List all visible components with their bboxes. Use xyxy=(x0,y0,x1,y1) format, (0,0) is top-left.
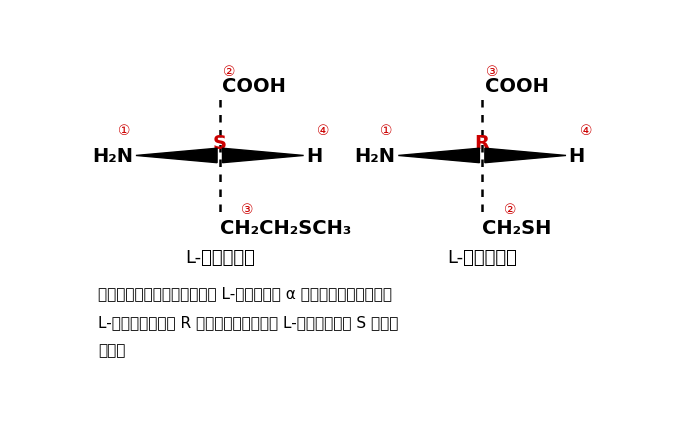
Text: CH₂SH: CH₂SH xyxy=(482,219,551,237)
Text: ①: ① xyxy=(118,124,131,138)
Text: ②: ② xyxy=(504,203,517,217)
Polygon shape xyxy=(223,149,304,163)
Polygon shape xyxy=(485,149,566,163)
Text: ②: ② xyxy=(223,65,236,79)
Text: L-システイン: L-システイン xyxy=(447,248,517,266)
Polygon shape xyxy=(399,149,480,163)
Polygon shape xyxy=(136,149,217,163)
Text: ①: ① xyxy=(380,124,393,138)
Text: H₂N: H₂N xyxy=(92,147,133,166)
Text: L-システインのみ R 配置で、それ以外の L-アミノ酸では S 配置で: L-システインのみ R 配置で、それ以外の L-アミノ酸では S 配置で xyxy=(98,314,399,329)
Text: L-メチオニン: L-メチオニン xyxy=(185,248,255,266)
Text: H: H xyxy=(569,147,585,166)
Text: 生体のたんぱく貪を構成する L-アミノ酸の α 炭素の立体について、: 生体のたんぱく貪を構成する L-アミノ酸の α 炭素の立体について、 xyxy=(98,286,392,301)
Text: H: H xyxy=(306,147,322,166)
Text: R: R xyxy=(475,134,489,153)
Text: COOH: COOH xyxy=(223,76,286,95)
Text: ③: ③ xyxy=(486,65,498,79)
Text: ④: ④ xyxy=(579,124,592,138)
Text: CH₂CH₂SCH₃: CH₂CH₂SCH₃ xyxy=(220,219,351,237)
Text: COOH: COOH xyxy=(485,76,549,95)
Text: ③: ③ xyxy=(242,203,254,217)
Text: H₂N: H₂N xyxy=(355,147,396,166)
Text: S: S xyxy=(213,134,227,153)
Text: ④: ④ xyxy=(317,124,329,138)
Text: ある。: ある。 xyxy=(98,343,126,358)
